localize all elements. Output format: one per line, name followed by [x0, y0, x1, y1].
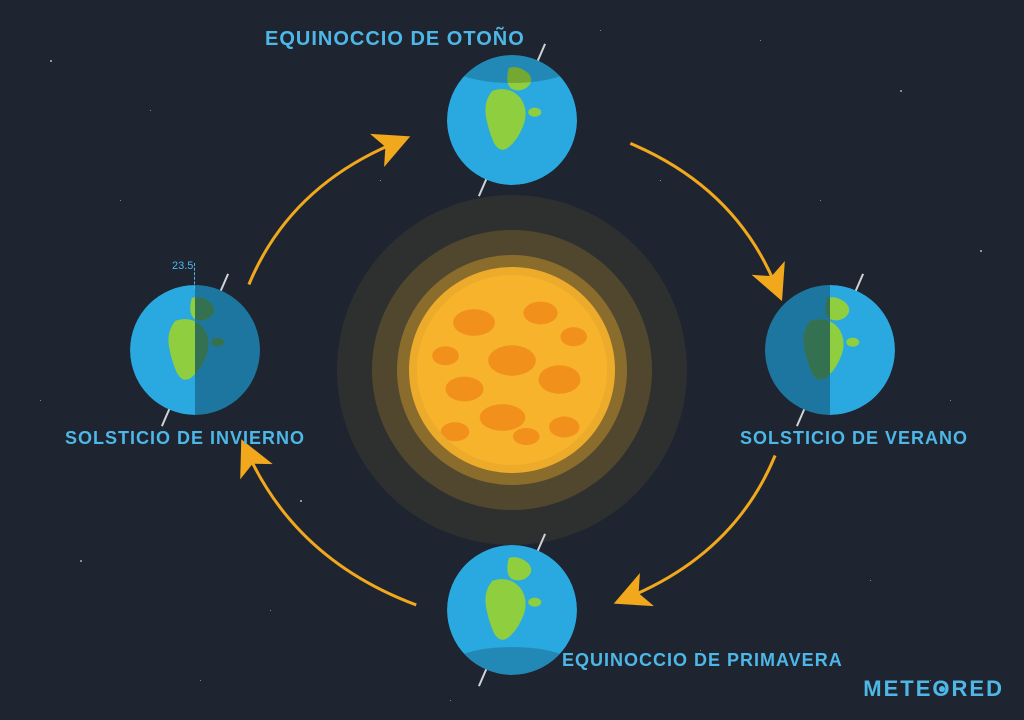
tilt-angle-label: 23.5	[172, 260, 193, 272]
label-summer-solstice: SOLSTICIO DE VERANO	[740, 428, 968, 449]
label-autumn-equinox: EQUINOCCIO DE OTOÑO	[265, 28, 525, 51]
earth-right	[765, 285, 895, 415]
brand-logo: METEORED	[863, 676, 1004, 702]
earth-bottom	[447, 545, 577, 675]
earth-top	[447, 55, 577, 185]
label-winter-solstice: SOLSTICIO DE INVIERNO	[65, 428, 305, 449]
earth-left	[130, 285, 260, 415]
label-spring-equinox: EQUINOCCIO DE PRIMAVERA	[562, 650, 843, 671]
tilt-dashed-line	[194, 263, 195, 289]
